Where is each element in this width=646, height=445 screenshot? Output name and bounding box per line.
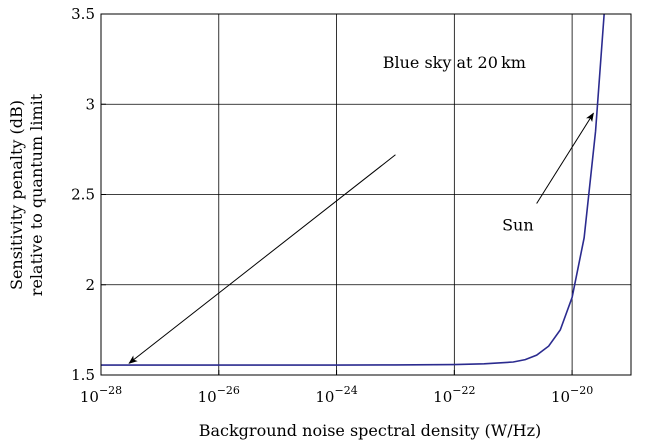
- series-line: [101, 13, 605, 366]
- x-tick-base: 10: [80, 388, 99, 406]
- x-tick-exponent: −24: [334, 384, 357, 397]
- x-tick-exponent: −22: [452, 384, 475, 397]
- x-tick-base: 10: [551, 388, 570, 406]
- y-axis-ticks: 1.5 2 2.5 3 3.5: [71, 5, 106, 384]
- series: [101, 13, 605, 366]
- x-tick-exponent: −20: [570, 384, 593, 397]
- y-tick-label: 1.5: [71, 366, 95, 384]
- annotation-label: Blue sky at 20 km: [383, 53, 526, 72]
- annotation-label: Sun: [502, 216, 534, 235]
- y-tick-label: 2.5: [71, 186, 95, 204]
- annotations: Blue sky at 20 km Sun: [128, 53, 594, 364]
- x-tick-label: 10−26: [198, 384, 240, 406]
- annotation-arrow: [128, 154, 396, 364]
- x-axis-label: Background noise spectral density (W/Hz): [199, 421, 542, 440]
- y-axis-label-line1: Sensitivity penalty (dB): [7, 100, 26, 290]
- x-tick-base: 10: [315, 388, 334, 406]
- x-tick-label: 10−22: [433, 384, 475, 406]
- x-tick-label: 10−20: [551, 384, 593, 406]
- x-tick-base: 10: [433, 388, 452, 406]
- y-tick-label: 2: [85, 276, 95, 294]
- y-tick-label: 3.5: [71, 5, 95, 23]
- annotation-arrow: [536, 112, 594, 204]
- x-tick-label: 10−24: [315, 384, 357, 406]
- y-axis-label-line2: relative to quantum limit: [27, 93, 46, 296]
- x-tick-exponent: −26: [217, 384, 240, 397]
- y-tick-label: 3: [85, 95, 95, 113]
- grid: [100, 13, 631, 376]
- x-tick-label: 10−28: [80, 384, 122, 406]
- plot-frame: [100, 13, 632, 376]
- y-axis-label-group: Sensitivity penalty (dB) relative to qua…: [7, 93, 46, 296]
- x-tick-exponent: −28: [99, 384, 122, 397]
- x-tick-base: 10: [198, 388, 217, 406]
- x-axis-ticks: 10−28 10−26 10−24 10−22 10−20: [80, 370, 593, 406]
